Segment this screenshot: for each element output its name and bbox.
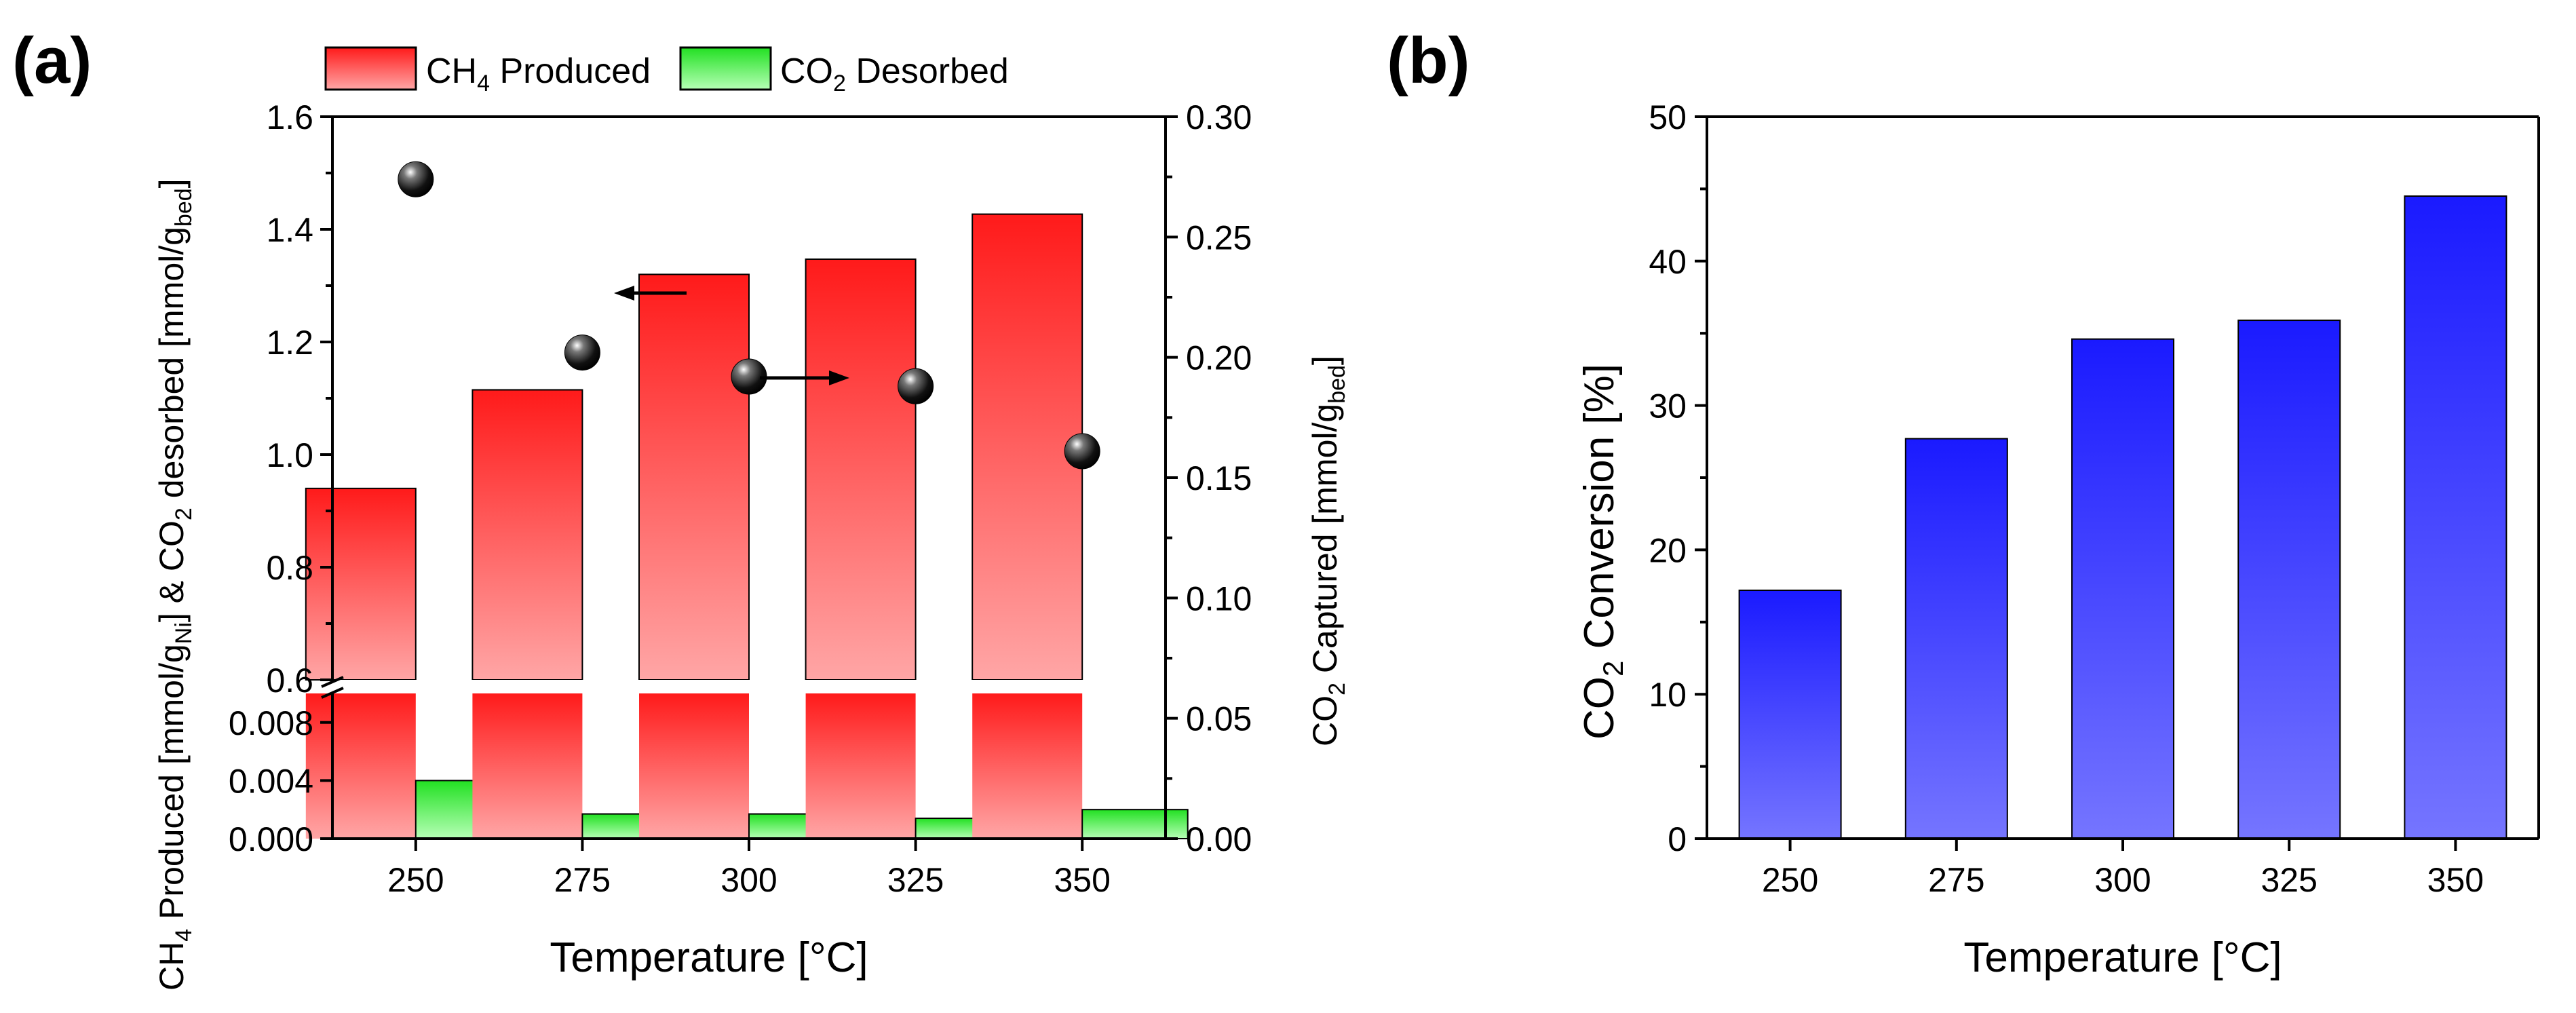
tick-label-x-a: 325 (887, 861, 944, 899)
bar-co2-350 (1081, 809, 1189, 839)
panel-a-xlabel: Temperature [°C] (550, 934, 868, 981)
axis-break-mark-bottom (321, 687, 344, 699)
tick-label-x-a: 300 (720, 861, 777, 899)
point-co2-captured-350 (1064, 433, 1100, 470)
point-co2-captured-250 (398, 161, 434, 197)
bar-ch4-lower-300 (639, 693, 749, 839)
bar-ch4-lower-250 (305, 693, 416, 839)
tick-label-left-upper: 0.8 (266, 549, 313, 587)
tick-label-right: 0.20 (1186, 339, 1252, 377)
legend-a: CH4 Produced CO2 Desorbed (324, 46, 1009, 96)
tick-label-left-upper: 1.6 (266, 98, 313, 136)
tick-label-left-b: 20 (1649, 531, 1687, 569)
tick-label-right: 0.15 (1186, 459, 1252, 497)
panel-b-label: (b) (1387, 24, 1470, 97)
axis-break-mark-top (321, 676, 344, 688)
bar-ch4-250 (305, 487, 417, 681)
tick-label-x-b: 250 (1762, 861, 1818, 899)
panel-b: (b) 0 10 20 30 40 50 250 275 300 325 350 CO2 Conve… (1387, 24, 2540, 981)
panel-b-bars (1738, 195, 2507, 840)
panel-b-ticks: 0 10 20 30 40 50 250 275 300 325 350 (1649, 98, 2484, 899)
tick-label-left-b: 10 (1649, 676, 1687, 714)
point-co2-captured-275 (564, 335, 600, 371)
panel-a-points (398, 161, 1100, 470)
tick-label-left-upper: 0.6 (266, 662, 313, 700)
bar-ch4-325 (805, 258, 917, 681)
legend-label-co2: CO2 Desorbed (780, 52, 1009, 96)
tick-label-left-upper: 1.0 (266, 436, 313, 474)
tick-label-left-lower: 0.004 (229, 762, 313, 800)
bar-ch4-350 (972, 213, 1083, 681)
axis-arrow-right (760, 370, 849, 385)
panel-a-ylabel-left: CH4 Produced [mmol/gNi] & CO2 desorbed [… (153, 178, 197, 991)
tick-label-left-upper: 1.4 (266, 211, 313, 249)
bar-ch4-300 (638, 273, 750, 681)
tick-label-x-a: 275 (554, 861, 611, 899)
tick-label-x-b: 350 (2427, 861, 2484, 899)
legend-swatch-co2 (679, 46, 772, 91)
tick-label-left-b: 30 (1649, 387, 1687, 425)
bar-conversion-300 (2071, 338, 2174, 840)
tick-label-left-upper: 1.2 (266, 324, 313, 362)
tick-label-x-b: 275 (1928, 861, 1984, 899)
panel-a-label: (a) (12, 24, 92, 97)
tick-label-x-a: 350 (1054, 861, 1110, 899)
tick-label-left-b: 40 (1649, 243, 1687, 281)
bar-conversion-250 (1738, 589, 1842, 839)
tick-label-right: 0.30 (1186, 98, 1252, 136)
tick-label-right: 0.05 (1186, 700, 1252, 738)
bar-conversion-350 (2404, 195, 2507, 840)
tick-label-left-b: 50 (1649, 98, 1687, 136)
tick-label-left-b: 0 (1668, 820, 1687, 858)
bar-conversion-325 (2237, 320, 2341, 840)
tick-label-x-b: 325 (2261, 861, 2317, 899)
legend-label-ch4: CH4 Produced (426, 52, 651, 96)
panel-b-ylabel: CO2 Conversion [%] (1576, 364, 1629, 740)
bar-ch4-lower-350 (972, 693, 1083, 839)
panel-a: (a) CH4 Produced CO2 Desorbed 0.6 0.8 1.0 1… (12, 24, 1350, 991)
point-co2-captured-325 (898, 368, 934, 404)
tick-label-right: 0.25 (1186, 218, 1252, 256)
panel-b-xlabel: Temperature [°C] (1963, 934, 2282, 981)
tick-label-x-b: 300 (2094, 861, 2151, 899)
legend-swatch-ch4 (324, 46, 417, 91)
panel-a-ticks: 0.6 0.8 1.0 1.2 1.4 1.6 0.000 0.004 0.008 0.00 0.0… (229, 98, 1252, 899)
tick-label-left-lower: 0.000 (229, 820, 313, 858)
bar-ch4-lower-325 (805, 693, 916, 839)
bar-ch4-lower-275 (472, 693, 583, 839)
tick-label-x-a: 250 (387, 861, 444, 899)
panel-a-bars (305, 213, 1189, 840)
axis-break-band (336, 680, 1162, 693)
tick-label-right: 0.10 (1186, 579, 1252, 617)
tick-label-right: 0.00 (1186, 820, 1252, 858)
bar-conversion-275 (1904, 438, 2008, 839)
tick-label-left-lower: 0.008 (229, 704, 313, 742)
panel-a-ylabel-right: CO2 Captured [mmol/gbed] (1306, 356, 1350, 746)
bar-ch4-275 (472, 389, 583, 681)
axis-arrow-left (614, 286, 687, 301)
